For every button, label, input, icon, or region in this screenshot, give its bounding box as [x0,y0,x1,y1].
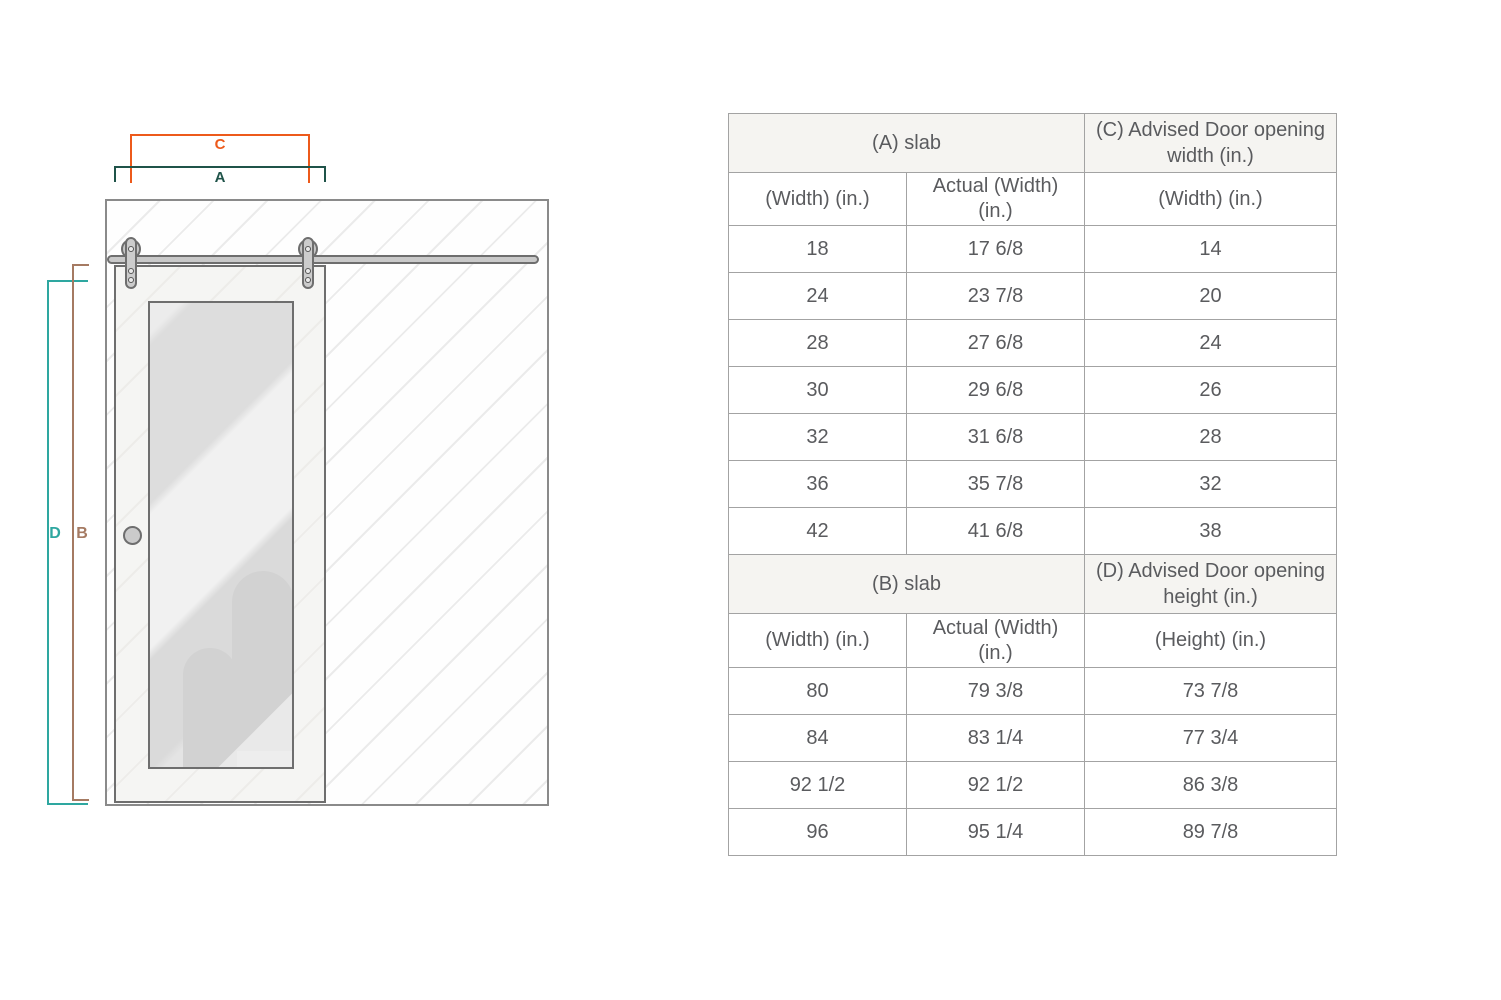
section-a-header-row: (A) slab (C) Advised Door opening width … [728,113,1337,173]
table-cell: 20 [1084,272,1337,320]
table-cell: 18 [728,225,907,273]
table-cell: 86 3/8 [1084,761,1337,809]
hanger-screw-icon [305,277,311,283]
table-cell: 38 [1084,507,1337,555]
table-cell: 23 7/8 [906,272,1085,320]
table-row: 24 23 7/8 20 [728,272,1337,320]
col-header-width: (Width) (in.) [728,613,907,668]
glass-reflection-shape [183,648,237,767]
table-cell: 92 1/2 [906,761,1085,809]
section-b-subheader-row: (Width) (in.) Actual (Width) (in.) (Heig… [728,613,1337,668]
table-cell: 79 3/8 [906,667,1085,715]
hanger-screw-icon [305,268,311,274]
table-cell: 32 [1084,460,1337,508]
section-a-subheader-row: (Width) (in.) Actual (Width) (in.) (Widt… [728,172,1337,226]
table-row: 18 17 6/8 14 [728,225,1337,273]
col-header-width: (Width) (in.) [728,172,907,226]
table-cell: 92 1/2 [728,761,907,809]
table-cell: 42 [728,507,907,555]
table-cell: 84 [728,714,907,762]
table-row: 80 79 3/8 73 7/8 [728,667,1337,715]
table-cell: 73 7/8 [1084,667,1337,715]
table-cell: 95 1/4 [906,808,1085,856]
table-cell: 83 1/4 [906,714,1085,762]
dimension-line [130,134,132,183]
dimension-line [47,280,88,282]
table-cell: 96 [728,808,907,856]
section-a-title: (A) slab [728,113,1085,173]
dimension-line [114,166,326,168]
col-header-opening-width: (Width) (in.) [1084,172,1337,226]
section-b-title: (B) slab [728,554,1085,614]
dimension-line [324,166,326,182]
table-cell: 89 7/8 [1084,808,1337,856]
dimension-label-d: D [49,525,61,542]
table-cell: 24 [1084,319,1337,367]
table-cell: 29 6/8 [906,366,1085,414]
col-header-actual-width: Actual (Width) (in.) [906,613,1085,668]
table-cell: 26 [1084,366,1337,414]
table-row: 32 31 6/8 28 [728,413,1337,461]
dimension-label-b: B [76,525,88,542]
table-cell: 28 [1084,413,1337,461]
table-cell: 41 6/8 [906,507,1085,555]
col-header-actual-width: Actual (Width) (in.) [906,172,1085,226]
table-cell: 32 [728,413,907,461]
table-cell: 77 3/4 [1084,714,1337,762]
dimension-line [72,799,89,801]
table-cell: 36 [728,460,907,508]
dimension-line [72,264,89,266]
table-row: 96 95 1/4 89 7/8 [728,808,1337,856]
table-cell: 24 [728,272,907,320]
table-cell: 80 [728,667,907,715]
dimension-line [47,803,88,805]
hanger-screw-icon [128,277,134,283]
hanger-screw-icon [128,268,134,274]
dimension-line [114,166,116,182]
dimension-line [72,264,74,801]
table-row: 30 29 6/8 26 [728,366,1337,414]
hanger-axle-icon [128,246,134,252]
table-cell: 27 6/8 [906,319,1085,367]
door-size-table: (A) slab (C) Advised Door opening width … [728,113,1337,856]
table-cell: 30 [728,366,907,414]
table-row: 28 27 6/8 24 [728,319,1337,367]
dimension-label-c: C [214,136,226,153]
door-knob [123,526,142,545]
table-row: 84 83 1/4 77 3/4 [728,714,1337,762]
section-b-header-row: (B) slab (D) Advised Door opening height… [728,554,1337,614]
table-row: 42 41 6/8 38 [728,507,1337,555]
table-cell: 28 [728,319,907,367]
col-header-opening-height: (Height) (in.) [1084,613,1337,668]
advised-height-title: (D) Advised Door opening height (in.) [1084,554,1337,614]
dimension-line [308,134,310,183]
table-row: 36 35 7/8 32 [728,460,1337,508]
table-cell: 17 6/8 [906,225,1085,273]
barn-door-dimension-diagram: C A D B [0,0,700,1000]
dimension-line [47,280,49,805]
hanger-axle-icon [305,246,311,252]
table-cell: 31 6/8 [906,413,1085,461]
dimension-label-a: A [214,169,226,186]
glass-panel [148,301,294,769]
dimension-line [130,134,310,136]
door-slab [114,265,326,803]
table-cell: 35 7/8 [906,460,1085,508]
table-cell: 14 [1084,225,1337,273]
barn-door-rail [107,255,539,264]
advised-width-title: (C) Advised Door opening width (in.) [1084,113,1337,173]
table-row: 92 1/2 92 1/2 86 3/8 [728,761,1337,809]
